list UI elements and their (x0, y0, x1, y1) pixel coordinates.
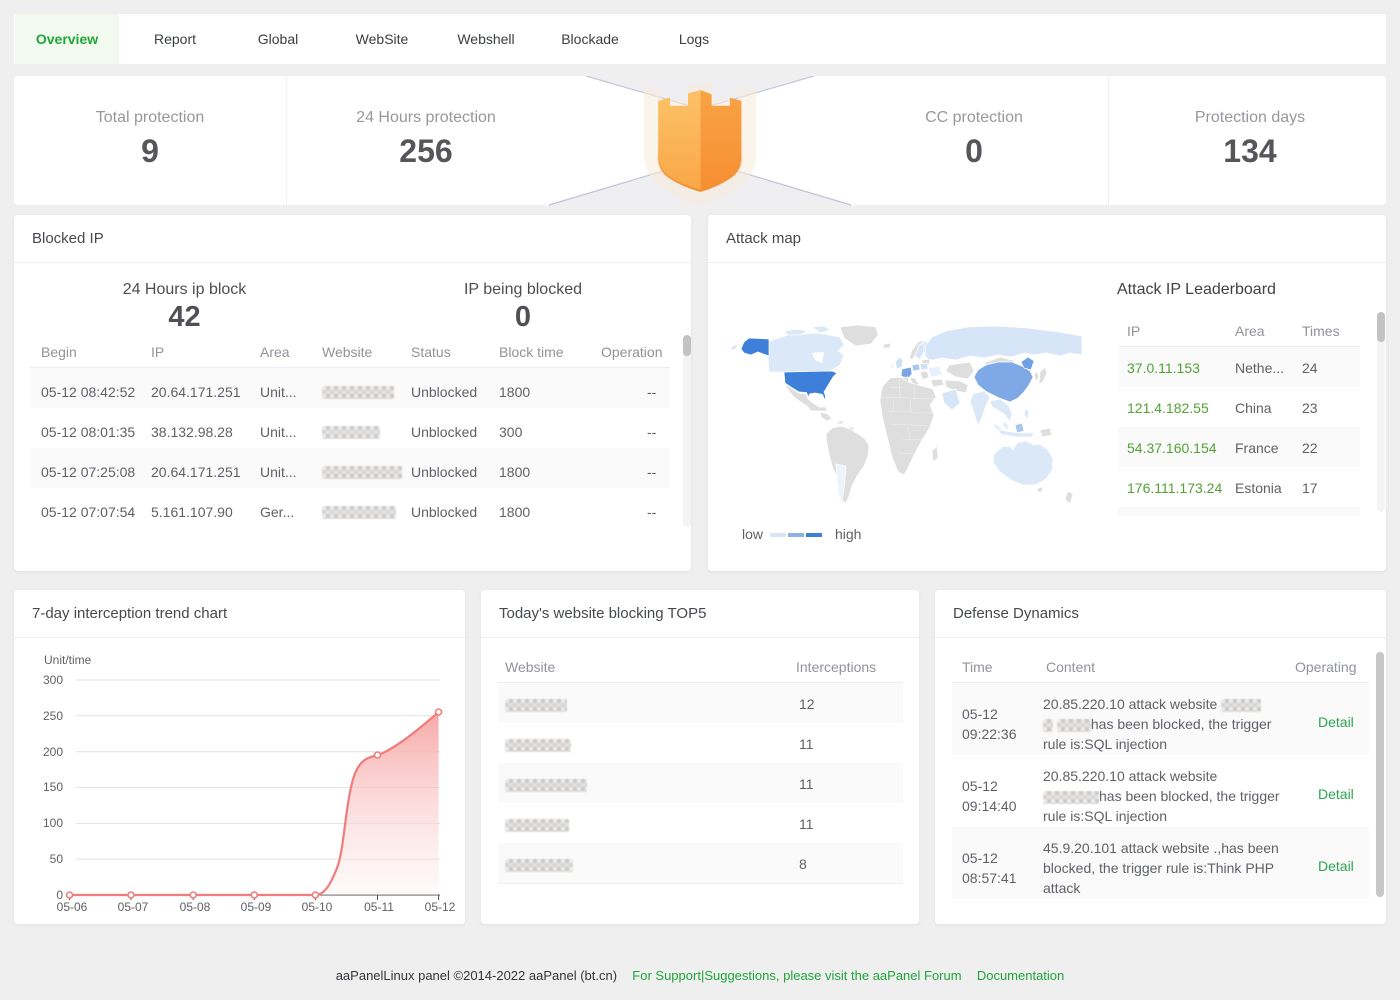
svg-text:200: 200 (43, 745, 63, 759)
svg-text:05-08: 05-08 (180, 900, 211, 914)
svg-text:0: 0 (56, 888, 63, 902)
svg-text:50: 50 (50, 852, 64, 866)
svg-text:05-12: 05-12 (425, 900, 456, 914)
svg-text:250: 250 (43, 709, 63, 723)
svg-text:05-09: 05-09 (241, 900, 272, 914)
svg-text:150: 150 (43, 780, 63, 794)
svg-text:100: 100 (43, 816, 63, 830)
svg-text:05-07: 05-07 (118, 900, 149, 914)
svg-text:300: 300 (43, 673, 63, 687)
svg-text:05-06: 05-06 (57, 900, 88, 914)
svg-text:05-11: 05-11 (364, 900, 394, 914)
svg-text:Unit/time: Unit/time (44, 653, 92, 667)
svg-text:05-10: 05-10 (302, 900, 333, 914)
